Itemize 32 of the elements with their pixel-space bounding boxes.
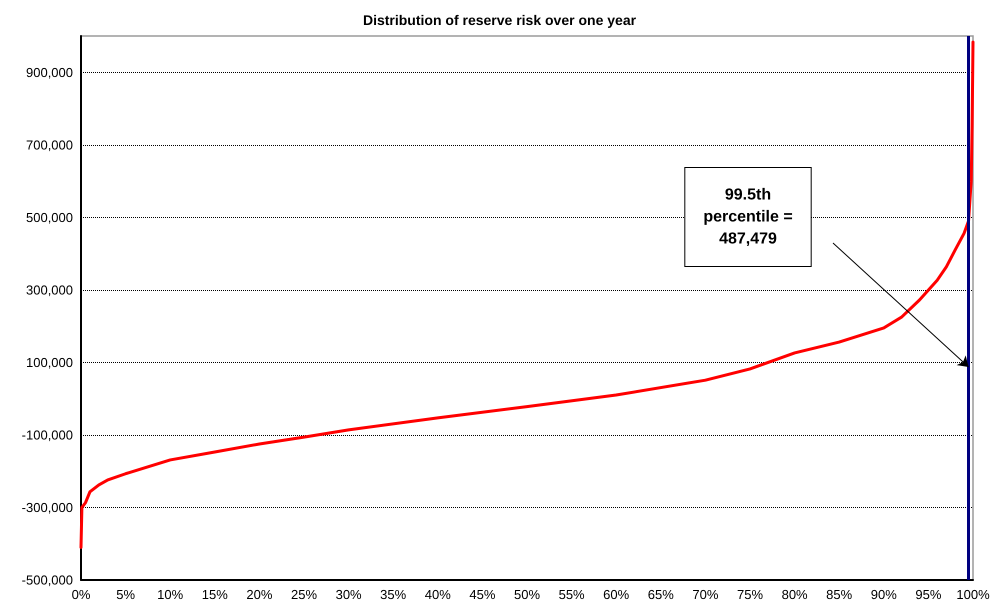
x-tick-label: 0% bbox=[72, 587, 91, 602]
x-tick-label: 90% bbox=[870, 587, 898, 602]
annotation: 99.5th percentile = 487,479 bbox=[703, 186, 793, 248]
y-tick-label: 900,000 bbox=[26, 64, 73, 80]
x-tick-label: 40% bbox=[424, 587, 452, 602]
x-tick-label: 20% bbox=[246, 587, 273, 602]
x-tick-label: 15% bbox=[202, 587, 228, 602]
x-tick-label: 60% bbox=[603, 587, 630, 602]
y-tick-label: 700,000 bbox=[26, 137, 73, 152]
chart-title: Distribution of reserve risk over one year bbox=[362, 12, 637, 28]
x-tick-label: 75% bbox=[736, 587, 764, 602]
x-tick-label: 5% bbox=[116, 587, 136, 602]
y-tick-label: -100,000 bbox=[22, 427, 73, 442]
x-tick-label: 35% bbox=[380, 587, 407, 602]
x-tick-label: 70% bbox=[692, 587, 719, 602]
x-tick-label: 25% bbox=[290, 587, 318, 602]
x-tick-label: 95% bbox=[915, 587, 942, 602]
x-tick-label: 10% bbox=[157, 587, 184, 602]
y-tick-label: 100,000 bbox=[26, 354, 73, 370]
x-tick-label: 100% bbox=[956, 587, 990, 602]
y-tick-label: 500,000 bbox=[26, 210, 73, 225]
y-tick-label: -300,000 bbox=[22, 500, 73, 515]
x-tick-label: 45% bbox=[469, 587, 496, 602]
y-tick-label: -500,000 bbox=[22, 572, 73, 588]
x-tick-label: 80% bbox=[782, 587, 808, 602]
x-tick-label: 55% bbox=[558, 587, 586, 602]
x-tick-label: 85% bbox=[826, 587, 853, 602]
y-tick-label: 300,000 bbox=[26, 282, 73, 298]
x-tick-label: 30% bbox=[336, 587, 362, 602]
line-series bbox=[80, 40, 974, 549]
x-tick-label: 50% bbox=[514, 587, 540, 602]
x-tick-label: 65% bbox=[648, 587, 674, 602]
